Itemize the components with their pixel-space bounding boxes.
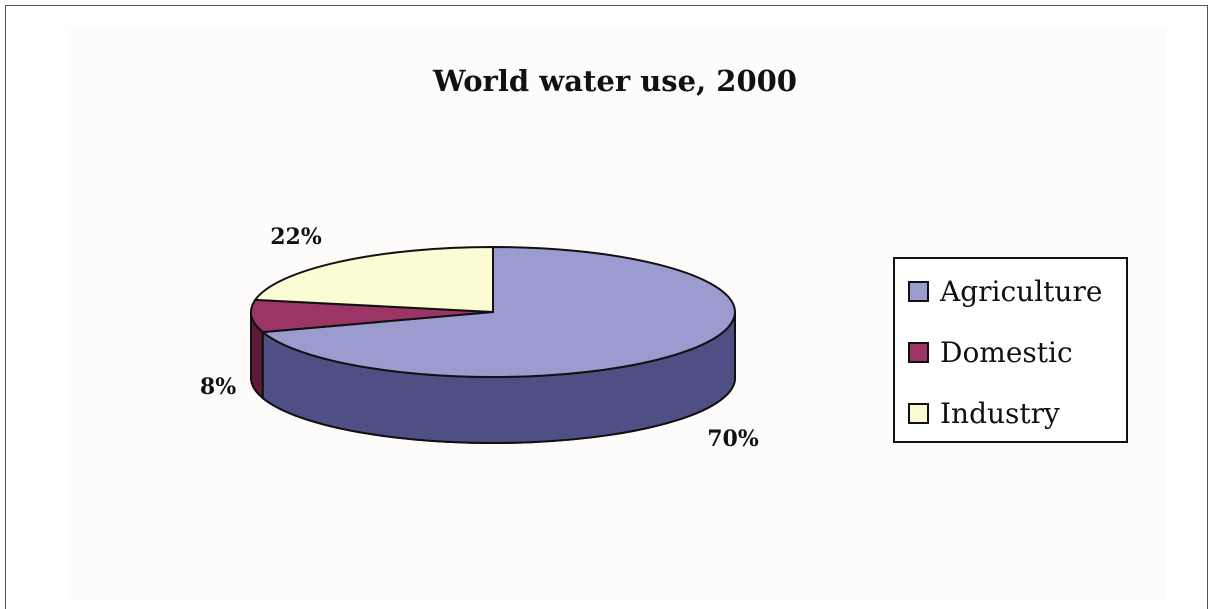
pie-chart: World water use, 2000 70% 8% 22% Agricultu… [200,64,1128,452]
data-label-domestic: 8% [200,374,236,400]
data-label-industry: 22% [270,224,322,250]
legend-label-agriculture: Agriculture [939,275,1102,308]
data-label-agriculture: 70% [707,426,759,452]
chart-frame: World water use, 2000 70% 8% 22% Agricultu… [5,5,1208,609]
legend-swatch-industry [908,403,929,424]
legend-label-industry: Industry [940,397,1060,430]
legend-label-domestic: Domestic [940,336,1073,369]
chart-title: World water use, 2000 [432,64,797,98]
legend-swatch-agriculture [908,281,929,302]
data-labels: 70% 8% 22% [200,224,759,452]
legend: Agriculture Domestic Industry [893,257,1128,443]
slice-agriculture [260,245,736,378]
slice-domestic [250,298,494,334]
legend-box [893,257,1128,443]
slice-industry [253,245,494,314]
chart-area: World water use, 2000 70% 8% 22% Agricultu… [68,28,1166,600]
legend-swatch-domestic [908,342,929,363]
pie-group [250,245,736,444]
